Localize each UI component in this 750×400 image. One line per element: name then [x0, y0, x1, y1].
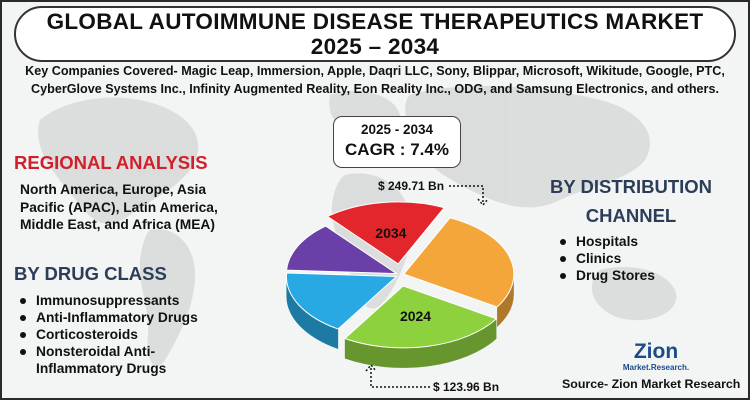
regional-analysis-title: REGIONAL ANALYSIS [14, 152, 208, 173]
pie-slice-side-2 [344, 318, 497, 368]
annotation-value-1: $ 123.96 Bn [433, 380, 499, 394]
pie-slice-side-1 [497, 274, 514, 327]
pie-slice-3 [285, 272, 398, 330]
drug-class-list: Immunosuppressants Anti-Inflammatory Dru… [8, 292, 238, 377]
zion-logo: Zion Market.Research. [623, 340, 689, 372]
distribution-title-line-2: CHANNEL [585, 205, 677, 226]
list-item: Corticosteroids [8, 326, 238, 343]
cagr-value: CAGR : 7.4% [345, 140, 449, 159]
list-item: Drug Stores [548, 267, 718, 284]
logo-word: Zion [634, 340, 678, 363]
list-item: Anti-Inflammatory Drugs [8, 309, 238, 326]
pie-slice-4 [286, 225, 399, 275]
drug-class-title: BY DRUG CLASS [14, 263, 167, 284]
title-banner: GLOBAL AUTOIMMUNE DISEASE THERAPEUTICS M… [14, 6, 736, 62]
pie-slice-side-3 [286, 276, 339, 350]
cagr-box: 2025 - 2034 CAGR : 7.4% [333, 116, 461, 168]
pie-slice-1 [402, 217, 515, 308]
regional-analysis-text: North America, Europe, Asia Pacific (APA… [20, 182, 218, 232]
distribution-channel-title: BY DISTRIBUTION CHANNEL [536, 172, 726, 230]
list-item: Clinics [548, 250, 718, 267]
list-item: Hospitals [548, 233, 718, 250]
pie-slice-0 [326, 201, 446, 265]
list-item: Nonsteroidal Anti-Inflammatory Drugs [8, 343, 238, 377]
distribution-title-line-1: BY DISTRIBUTION [549, 176, 713, 197]
title-line-2: 2025 – 2034 [310, 34, 440, 59]
annotation-arrow-1 [365, 363, 430, 388]
title-line-1: GLOBAL AUTOIMMUNE DISEASE THERAPEUTICS M… [46, 9, 704, 34]
logo-subtext: Market.Research. [623, 363, 689, 372]
annotation-arrow-0 [449, 185, 489, 207]
distribution-channel-list: Hospitals Clinics Drug Stores [548, 233, 718, 284]
slice-label-2034: 2034 [375, 225, 406, 241]
pie-slice-2 [343, 285, 498, 349]
market-pie-chart: 2034 2024 $ 249.71 Bn $ 123.96 Bn [285, 179, 515, 394]
cagr-years: 2025 - 2034 [360, 122, 434, 137]
key-companies-text: Key Companies Covered- Magic Leap, Immer… [25, 64, 725, 96]
source-text: Source- Zion Market Research [562, 377, 741, 391]
slice-label-2024: 2024 [400, 308, 431, 324]
annotation-value-0: $ 249.71 Bn [378, 179, 444, 193]
list-item: Immunosuppressants [8, 292, 238, 309]
